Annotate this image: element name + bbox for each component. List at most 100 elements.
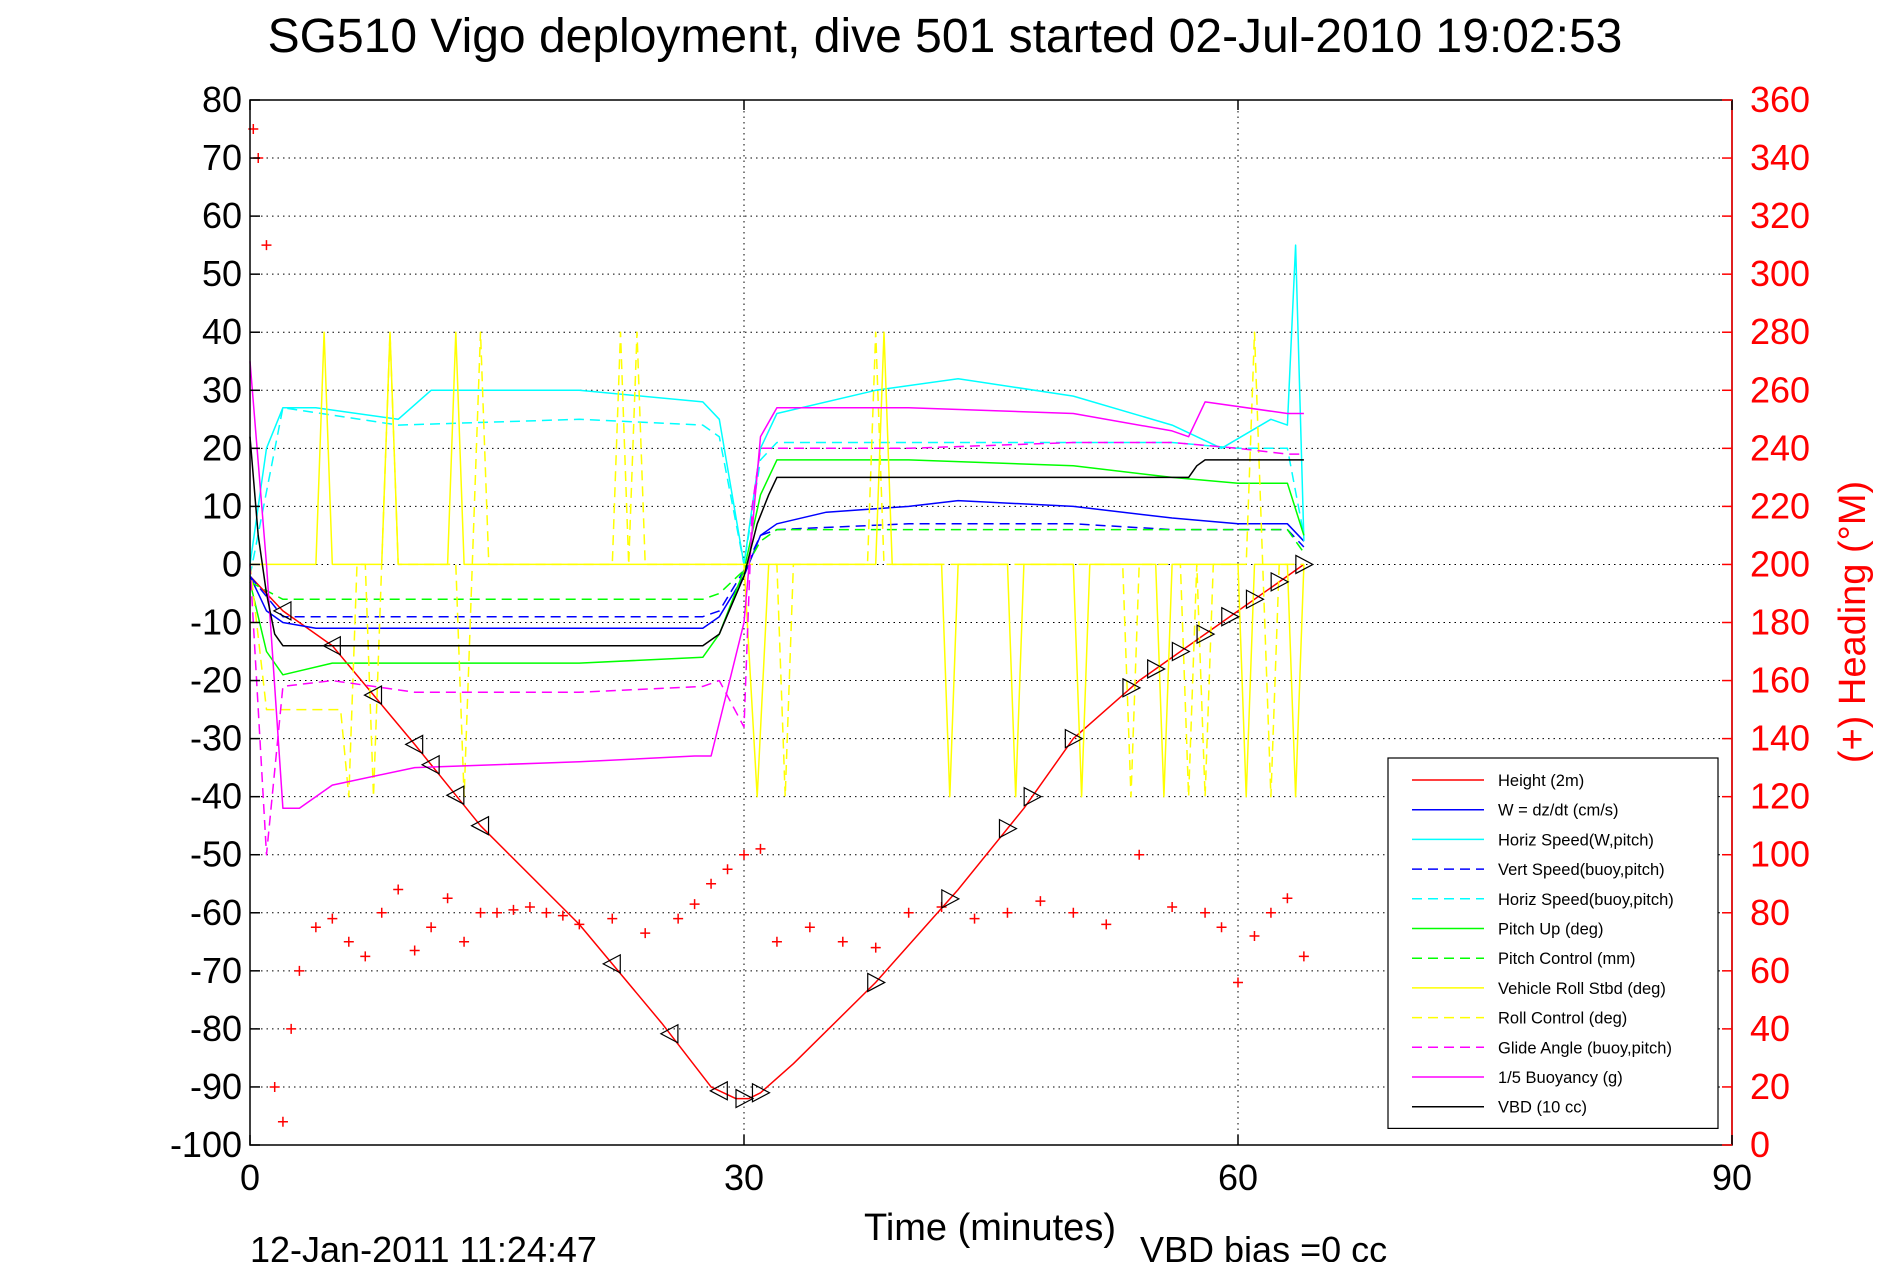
y-tick-label: -40 (190, 776, 242, 817)
series-horiz-speed-w-pitch (249, 244, 1305, 566)
legend-entry: Roll Control (deg) (1498, 1010, 1627, 1028)
y-tick-label: -60 (190, 892, 242, 933)
heading-point (277, 1116, 288, 1127)
gc-marker (420, 754, 440, 775)
legend-entry: VBD (10 cc) (1498, 1099, 1587, 1117)
y2-tick-label: 120 (1750, 776, 1810, 817)
heading-point (1216, 922, 1227, 933)
x-axis: 0 30 60 90 (240, 100, 1752, 1198)
heading-point (722, 864, 733, 875)
legend-entry: Horiz Speed(W,pitch) (1498, 831, 1654, 849)
gc-marker (1245, 589, 1265, 610)
y2-tick-label: 340 (1750, 137, 1810, 178)
heading-point (1068, 907, 1079, 918)
heading-point (524, 901, 535, 912)
series-glide-angle-buoy-pitch (249, 441, 1304, 856)
plot-area (248, 99, 1733, 1146)
heading-point (269, 1081, 280, 1092)
heading-point (557, 910, 568, 921)
heading-point (343, 936, 354, 947)
heading-point (294, 965, 305, 976)
gc-marker (1171, 641, 1191, 662)
gc-marker (601, 953, 621, 974)
heading-point (286, 1023, 297, 1034)
heading-point (393, 884, 404, 895)
y-tick-label: -30 (190, 718, 242, 759)
y-tick-label: 50 (202, 253, 242, 294)
heading-point (1167, 901, 1178, 912)
chart-title: SG510 Vigo deployment, dive 501 started … (268, 10, 1623, 63)
y-tick-label: 80 (202, 79, 242, 120)
series-roll-control-deg (249, 331, 1304, 798)
heading-point (1200, 907, 1211, 918)
gc-marker (1122, 677, 1142, 698)
heading-point (903, 907, 914, 918)
x-tick-label: 30 (724, 1157, 764, 1198)
y-tick-label: 40 (202, 311, 242, 352)
y2-tick-label: 180 (1750, 602, 1810, 643)
heading-point (1134, 849, 1145, 860)
heading-point (969, 913, 980, 924)
legend-entry: Pitch Up (deg) (1498, 921, 1603, 939)
y-tick-label: -50 (190, 834, 242, 875)
y-tick-label: 30 (202, 369, 242, 410)
series-w-dz-dt-cm-s (249, 499, 1305, 630)
heading-point (360, 951, 371, 962)
legend-entry: 1/5 Buoyancy (g) (1498, 1069, 1623, 1087)
heading-point (1002, 907, 1013, 918)
y2-tick-label: 0 (1750, 1124, 1770, 1165)
heading-point (442, 893, 453, 904)
gc-marker (659, 1023, 679, 1044)
legend-entry: Pitch Control (mm) (1498, 950, 1636, 968)
legend: Height (2m) W = dz/dt (cm/s) Horiz Speed(W… (1387, 757, 1719, 1129)
y-tick-label: -10 (190, 602, 242, 643)
gc-marker (1295, 554, 1315, 575)
y-tick-label: -80 (190, 1008, 242, 1049)
gc-marker (322, 635, 341, 656)
gc-marker (1221, 606, 1241, 627)
legend-entry: Height (2m) (1498, 772, 1584, 790)
series-vbd-10-cc (249, 436, 1304, 647)
x-tick-label: 90 (1712, 1157, 1752, 1198)
heading-point (261, 240, 272, 251)
legend-box (1387, 757, 1719, 1129)
y-tick-label: -100 (170, 1124, 242, 1165)
gc-marker (709, 1080, 728, 1101)
y2-tick-label: 160 (1750, 660, 1810, 701)
series-height-2m (249, 563, 1305, 1100)
y-tick-label: 0 (222, 543, 242, 584)
footer-vbd-bias: VBD bias =0 cc (1140, 1229, 1387, 1262)
y-axis-left: 80 70 60 50 40 30 20 10 0 -10 -20 -30 -40 -50 -60 -70 -8… (170, 79, 260, 1165)
heading-point (310, 922, 321, 933)
gc-marker (751, 1082, 771, 1103)
gc-marker (363, 685, 383, 706)
heading-point (426, 922, 437, 933)
y-tick-label: 20 (202, 427, 242, 468)
y2-tick-label: 220 (1750, 485, 1810, 526)
legend-entry: W = dz/dt (cm/s) (1498, 802, 1619, 820)
heading-point (837, 936, 848, 947)
heading-point (706, 878, 717, 889)
y2-tick-label: 360 (1750, 79, 1810, 120)
heading-point (755, 843, 766, 854)
y2-tick-label: 100 (1750, 834, 1810, 875)
gc-marker (867, 972, 887, 993)
x-tick-label: 60 (1218, 1157, 1258, 1198)
legend-entry: Horiz Speed(buoy,pitch) (1498, 891, 1674, 909)
y-axis-right: 3603403203002802602402202001801601401201… (1722, 79, 1810, 1165)
y2-tick-label: 60 (1750, 950, 1790, 991)
heading-point (689, 899, 700, 910)
heading-point (1101, 919, 1112, 930)
legend-entry: Vehicle Roll Stbd (deg) (1498, 980, 1666, 998)
y-tick-label: -70 (190, 950, 242, 991)
heading-point (771, 936, 782, 947)
heading-point (1233, 977, 1243, 988)
heading-point (1265, 907, 1276, 918)
footer-timestamp: 12-Jan-2011 11:24:47 (250, 1229, 597, 1262)
y2-tick-label: 240 (1750, 427, 1810, 468)
heading-point (492, 907, 502, 918)
y2-tick-label: 40 (1750, 1008, 1790, 1049)
y2-tick-label: 20 (1750, 1066, 1790, 1107)
gc-marker (404, 734, 424, 755)
